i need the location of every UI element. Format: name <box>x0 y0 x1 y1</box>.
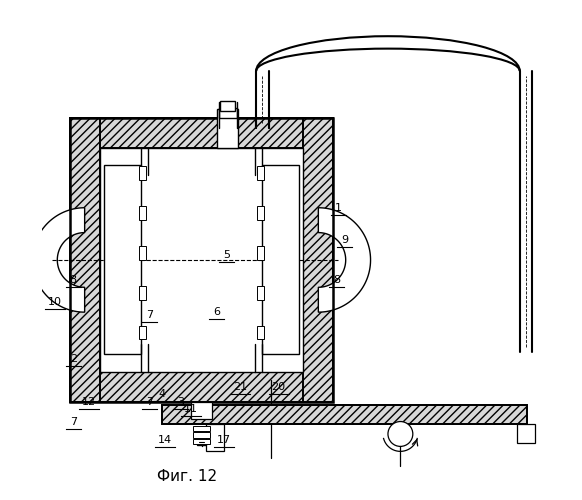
Text: 8: 8 <box>70 275 77 285</box>
Bar <box>104 166 141 354</box>
Bar <box>70 118 100 402</box>
Text: 4: 4 <box>158 389 165 399</box>
Bar <box>257 326 264 340</box>
Bar <box>70 118 333 148</box>
Text: 8: 8 <box>333 275 340 285</box>
Bar <box>257 166 264 180</box>
Bar <box>218 110 238 148</box>
Text: 14: 14 <box>158 435 172 445</box>
Polygon shape <box>33 208 84 312</box>
Bar <box>139 286 146 300</box>
Bar <box>257 286 264 300</box>
Bar <box>262 166 300 354</box>
Text: 7: 7 <box>146 310 153 320</box>
Bar <box>257 206 264 220</box>
Text: 6: 6 <box>213 307 220 317</box>
Text: 21: 21 <box>233 382 247 392</box>
Text: 11: 11 <box>183 404 197 414</box>
Bar <box>70 118 333 402</box>
Text: Фиг. 12: Фиг. 12 <box>157 468 217 483</box>
Bar <box>162 404 527 423</box>
Text: 7: 7 <box>70 416 77 426</box>
Text: 7: 7 <box>146 396 153 406</box>
Bar <box>207 424 224 451</box>
Text: 17: 17 <box>217 435 231 445</box>
Bar <box>139 206 146 220</box>
Bar <box>70 372 333 402</box>
Bar <box>193 426 211 432</box>
Text: 20: 20 <box>272 382 286 392</box>
Bar <box>100 148 303 372</box>
Bar <box>162 404 527 423</box>
Bar <box>139 326 146 340</box>
Bar <box>303 118 333 402</box>
Bar <box>139 246 146 260</box>
Bar <box>139 166 146 180</box>
Bar <box>221 102 235 112</box>
Bar <box>219 108 237 118</box>
Bar <box>193 439 211 444</box>
Bar <box>190 402 212 419</box>
Text: 12: 12 <box>82 396 96 406</box>
Text: 2: 2 <box>70 354 77 364</box>
Text: 3: 3 <box>177 396 184 406</box>
Circle shape <box>388 422 413 446</box>
Text: 10: 10 <box>48 297 62 307</box>
Bar <box>517 424 535 444</box>
Text: 1: 1 <box>335 202 342 212</box>
Bar <box>257 246 264 260</box>
Bar <box>193 432 211 438</box>
Polygon shape <box>318 208 371 312</box>
Text: 5: 5 <box>223 250 230 260</box>
Text: 9: 9 <box>341 235 348 245</box>
